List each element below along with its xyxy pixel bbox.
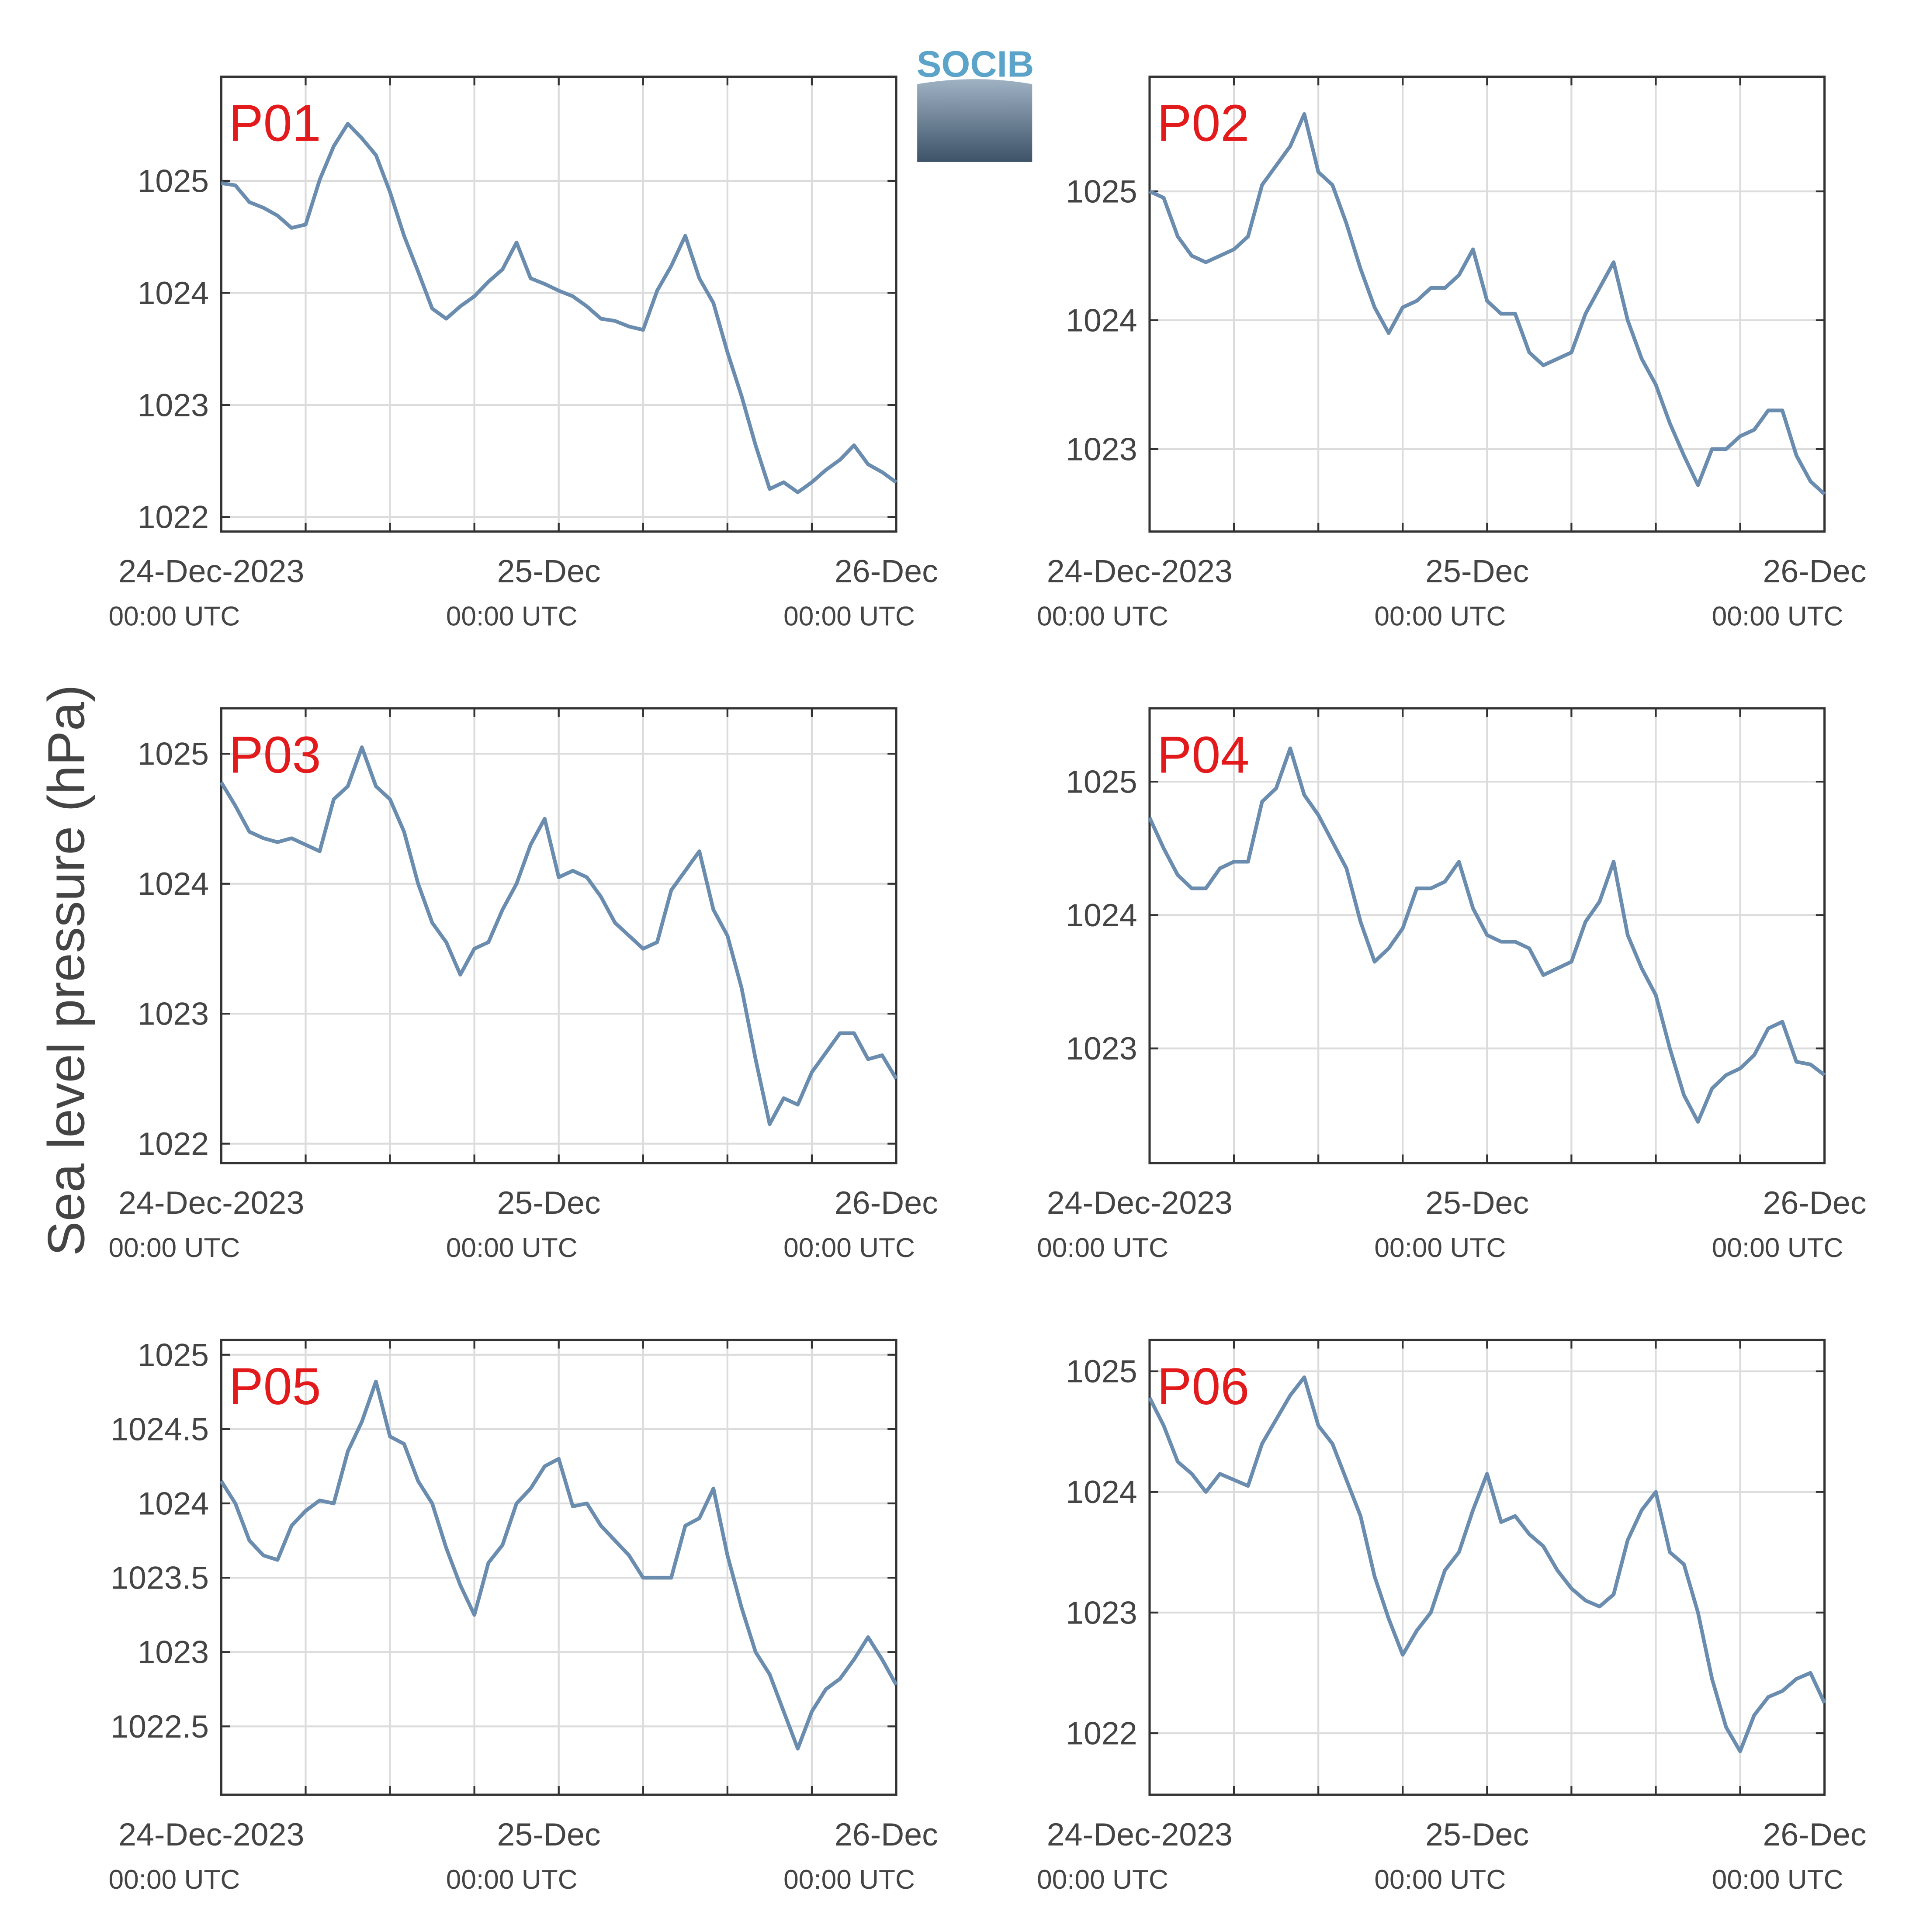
x-tick-label: 25-Dec	[1425, 1816, 1529, 1852]
y-tick-label: 1025	[137, 163, 209, 199]
y-tick-label: 1024	[137, 275, 209, 311]
y-tick-label: 1025	[137, 736, 209, 772]
x-tick-sublabel: 00:00 UTC	[446, 1865, 578, 1895]
data-line	[219, 1379, 898, 1751]
y-tick-label: 1023	[1066, 1594, 1137, 1631]
x-tick-label: 25-Dec	[497, 1816, 601, 1852]
y-tick-label: 1025	[1066, 764, 1137, 800]
x-tick-sublabel: 00:00 UTC	[1037, 1865, 1168, 1895]
x-tick-label: 26-Dec	[835, 553, 938, 589]
x-tick-sublabel: 00:00 UTC	[108, 602, 240, 632]
x-tick-sublabel: 00:00 UTC	[1374, 1233, 1506, 1263]
plot-frame	[220, 1339, 897, 1796]
x-tick-sublabel: 00:00 UTC	[1712, 1865, 1843, 1895]
x-tick-sublabel: 00:00 UTC	[1374, 602, 1506, 632]
data-line	[219, 745, 898, 1126]
panel-title: P04	[1157, 726, 1249, 784]
y-tick-label: 1024	[1066, 1474, 1137, 1510]
y-axis-label: Sea level pressure (hPa)	[37, 685, 95, 1256]
panel: 1022.5 1023 1023.5 1024 1024.5 1025 24-Dec-202…	[108, 1336, 938, 1895]
y-tick-label: 1023	[137, 996, 209, 1032]
y-tick-label: 1025	[137, 1336, 209, 1373]
panel-title: P01	[229, 94, 321, 152]
x-tick-sublabel: 00:00 UTC	[1712, 1233, 1843, 1263]
x-tick-sublabel: 00:00 UTC	[108, 1865, 240, 1895]
x-tick-label: 25-Dec	[1425, 553, 1529, 589]
x-tick-sublabel: 00:00 UTC	[1374, 1865, 1506, 1895]
x-tick-label: 24-Dec-2023	[1047, 1816, 1233, 1852]
plot-frame	[220, 75, 897, 533]
y-tick-label: 1023	[1066, 431, 1137, 467]
panel: 1022 1023 1024 1025 24-Dec-2023 00:00 UTC 25-D…	[108, 707, 938, 1263]
logo: SOCIB	[917, 43, 1034, 162]
x-tick-label: 26-Dec	[1763, 1184, 1866, 1221]
x-tick-label: 26-Dec	[1763, 553, 1866, 589]
data-line	[1148, 1375, 1826, 1753]
x-tick-sublabel: 00:00 UTC	[1037, 1233, 1168, 1263]
panel: 1022 1023 1024 1025 24-Dec-2023 00:00 UTC 25-D…	[108, 75, 938, 632]
panel: 1022 1023 1024 1025 24-Dec-2023 00:00 UTC 25-D…	[1037, 1339, 1867, 1895]
x-tick-sublabel: 00:00 UTC	[783, 1233, 915, 1263]
x-tick-label: 25-Dec	[497, 1184, 601, 1221]
y-tick-label: 1024.5	[111, 1411, 209, 1447]
y-tick-label: 1024	[137, 1485, 209, 1521]
data-line	[1149, 112, 1826, 496]
x-tick-label: 24-Dec-2023	[118, 1816, 304, 1852]
panel-title: P02	[1157, 94, 1249, 152]
y-tick-label: 1025	[1066, 1353, 1137, 1389]
x-tick-sublabel: 00:00 UTC	[108, 1233, 240, 1263]
panel: 1023 1024 1025 24-Dec-2023 00:00 UTC 25-Dec 00…	[1037, 75, 1867, 632]
x-tick-label: 24-Dec-2023	[118, 553, 304, 589]
x-tick-label: 26-Dec	[835, 1816, 938, 1852]
y-tick-label: 1025	[1066, 173, 1137, 209]
y-tick-label: 1023.5	[111, 1560, 209, 1596]
plot-frame	[1148, 707, 1826, 1164]
x-tick-label: 25-Dec	[1425, 1184, 1529, 1221]
panel-title: P06	[1157, 1357, 1249, 1416]
y-tick-label: 1024	[1066, 897, 1137, 933]
x-tick-sublabel: 00:00 UTC	[783, 1865, 915, 1895]
x-tick-label: 25-Dec	[497, 553, 601, 589]
y-tick-label: 1024	[137, 866, 209, 902]
panel-title: P05	[229, 1357, 321, 1416]
x-tick-label: 24-Dec-2023	[1047, 553, 1233, 589]
y-tick-label: 1023	[137, 1634, 209, 1670]
x-tick-sublabel: 00:00 UTC	[1712, 602, 1843, 632]
y-tick-label: 1023	[137, 387, 209, 423]
x-tick-sublabel: 00:00 UTC	[1037, 602, 1168, 632]
data-line	[221, 121, 897, 495]
x-tick-label: 26-Dec	[835, 1184, 938, 1221]
data-line	[1148, 746, 1826, 1124]
y-tick-label: 1023	[1066, 1030, 1137, 1066]
x-tick-sublabel: 00:00 UTC	[783, 602, 915, 632]
y-tick-label: 1022	[137, 1125, 209, 1162]
y-tick-label: 1022.5	[111, 1708, 209, 1745]
plot-frame	[220, 707, 897, 1164]
x-tick-label: 24-Dec-2023	[1047, 1184, 1233, 1221]
x-tick-label: 24-Dec-2023	[118, 1184, 304, 1221]
logo-text: SOCIB	[917, 43, 1034, 85]
y-tick-label: 1022	[137, 499, 209, 535]
plot-frame	[1148, 1339, 1826, 1796]
plot-frame	[1148, 75, 1826, 533]
logo-shape	[917, 79, 1032, 162]
x-tick-sublabel: 00:00 UTC	[446, 1233, 578, 1263]
y-tick-label: 1024	[1066, 302, 1137, 338]
x-tick-sublabel: 00:00 UTC	[446, 602, 578, 632]
x-tick-label: 26-Dec	[1763, 1816, 1866, 1852]
panel-title: P03	[229, 726, 321, 784]
panel: 1023 1024 1025 24-Dec-2023 00:00 UTC 25-Dec 00…	[1037, 707, 1867, 1263]
y-tick-label: 1022	[1066, 1715, 1137, 1751]
